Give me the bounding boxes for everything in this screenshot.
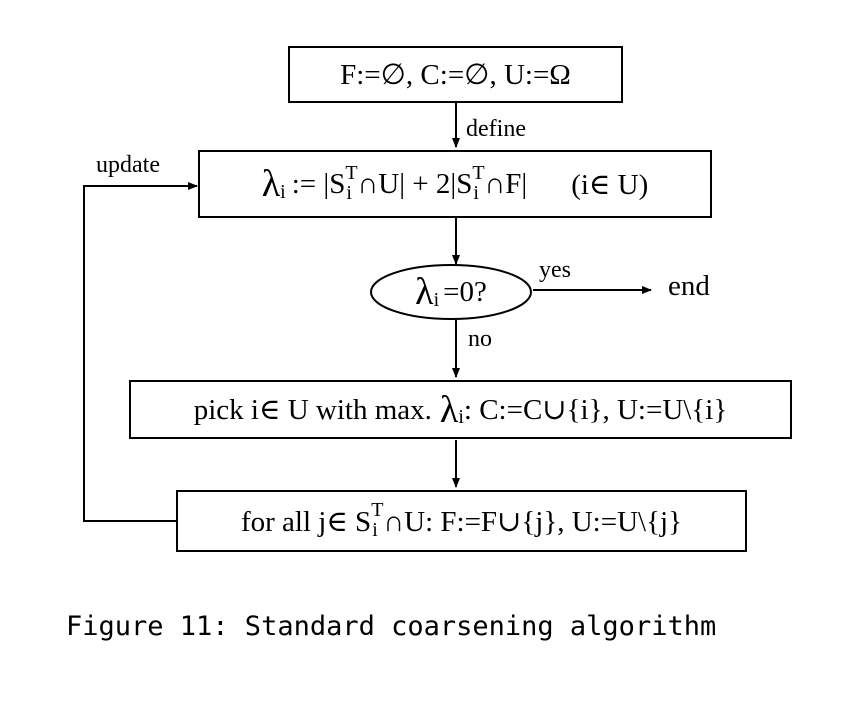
pick-post: : C:=C∪{i}, U:=U\{i} [464,392,727,427]
init-text: F:=∅, C:=∅, U:=Ω [340,57,571,92]
init-box: F:=∅, C:=∅, U:=Ω [288,46,623,103]
edge-label-update: update [96,152,160,179]
end-label: end [668,270,710,303]
pick-lambda: λ [440,388,458,432]
forall-pre: for all j∈ S [241,504,371,539]
test-subscript: i [434,289,440,312]
define-part1: := |S [292,168,346,201]
pick-subscript: i [458,406,464,429]
edge-label-define: define [466,116,526,143]
test-text: λ i =0? [371,266,531,318]
define-part3: ∩F| [484,168,527,201]
lambda-subscript: i [280,181,286,204]
define-range: (i∈ U) [571,167,648,202]
figure-caption: Figure 11: Standard coarsening algorithm [66,611,716,642]
edge-label-no: no [468,326,492,353]
define-part2: ∩U| + 2|S [357,168,472,201]
arrow-update-loop [84,186,197,521]
lambda-symbol: λ [262,162,280,206]
test-rest: =0? [443,276,487,309]
edge-label-yes: yes [539,257,571,284]
forall-post: ∩U: F:=F∪{j}, U:=U\{j} [383,504,682,539]
test-lambda: λ [415,270,433,314]
pick-pre: pick i∈ U with max. [194,392,432,427]
